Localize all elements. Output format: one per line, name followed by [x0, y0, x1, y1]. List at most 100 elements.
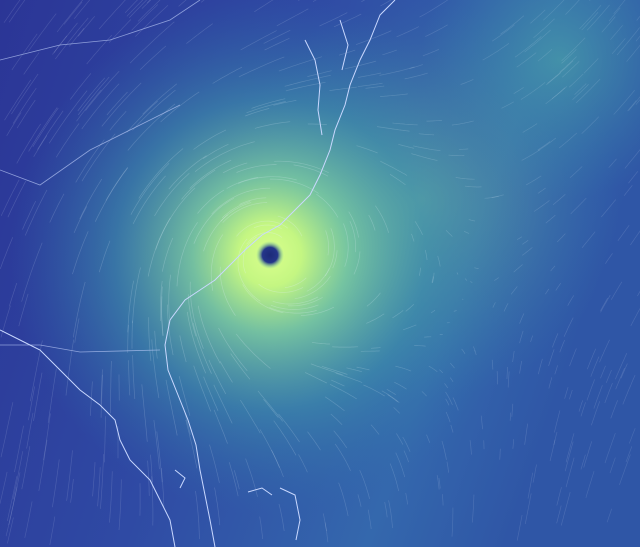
streamline [537, 48, 553, 62]
streamline [278, 504, 285, 532]
streamline [503, 303, 509, 312]
streamline [332, 250, 338, 269]
streamline [329, 384, 357, 400]
streamline [8, 282, 18, 307]
streamline [484, 195, 499, 199]
streamline [12, 451, 24, 500]
streamline [307, 70, 332, 77]
streamline [98, 0, 126, 30]
streamline [494, 277, 499, 281]
streamline [556, 505, 562, 524]
streamline [635, 35, 640, 42]
streamline [445, 230, 453, 237]
streamline [628, 96, 640, 111]
streamline [470, 281, 473, 283]
streamline [524, 423, 528, 445]
streamline [376, 126, 410, 132]
streamline [3, 0, 21, 23]
streamline [583, 58, 599, 74]
streamline [0, 305, 11, 338]
streamline [519, 360, 523, 374]
streamline [455, 177, 475, 180]
streamline [203, 214, 229, 252]
streamline [193, 129, 227, 150]
streamline [287, 297, 323, 307]
streamline [208, 359, 227, 395]
streamline [610, 281, 623, 300]
streamline [167, 304, 174, 356]
streamline [264, 37, 290, 51]
streamline [604, 433, 616, 464]
streamline [63, 1, 83, 25]
storm-eye[interactable] [256, 241, 284, 269]
streamline [236, 164, 277, 173]
streamline [52, 459, 60, 508]
streamline [154, 173, 190, 217]
streamline [218, 327, 248, 372]
streamline [185, 419, 198, 469]
streamline [238, 56, 285, 78]
streamline [197, 305, 221, 364]
streamline [193, 197, 235, 244]
streamline [527, 472, 534, 499]
streamline [254, 121, 291, 129]
streamline [37, 110, 64, 150]
streamline [585, 471, 595, 498]
streamline [24, 501, 33, 538]
streamline [338, 49, 356, 56]
streamline [357, 494, 362, 507]
streamline [575, 78, 601, 104]
streamline [569, 348, 577, 367]
streamline [178, 376, 191, 416]
streamline [77, 16, 96, 37]
streamline [451, 507, 454, 537]
streamline [570, 197, 587, 215]
streamline [441, 441, 447, 460]
streamline [561, 49, 577, 64]
streamline [537, 141, 551, 151]
streamline [75, 139, 105, 183]
streamline [14, 425, 24, 473]
streamline [581, 231, 596, 249]
streamline [324, 396, 345, 412]
streamline [414, 345, 426, 347]
streamline [563, 317, 574, 337]
streamline [38, 439, 48, 491]
streamline [213, 384, 233, 424]
streamline [581, 116, 600, 134]
streamline [537, 187, 546, 194]
streamline [259, 429, 280, 468]
streamline [418, 133, 435, 136]
streamline [545, 86, 568, 105]
streamline [565, 457, 575, 488]
streamline [600, 365, 606, 379]
streamline [545, 214, 556, 224]
streamline [413, 145, 441, 152]
streamline [213, 409, 228, 444]
streamline [516, 515, 523, 541]
streamline [276, 8, 309, 27]
streamline [49, 193, 65, 223]
streamline [100, 454, 104, 509]
streamline [445, 411, 451, 423]
streamline [79, 178, 103, 220]
streamline [103, 416, 106, 463]
streamline [359, 470, 370, 499]
streamline [568, 73, 584, 88]
streamline [273, 420, 297, 456]
streamline [97, 467, 101, 507]
streamline [564, 441, 574, 472]
streamline [258, 283, 304, 293]
streamline [567, 295, 575, 306]
streamline [586, 379, 595, 401]
streamline [524, 29, 551, 53]
streamline [519, 330, 524, 344]
streamline [100, 374, 103, 418]
streamline [349, 220, 356, 253]
streamline [554, 365, 559, 375]
streamline [141, 0, 152, 9]
streamline [386, 388, 396, 396]
